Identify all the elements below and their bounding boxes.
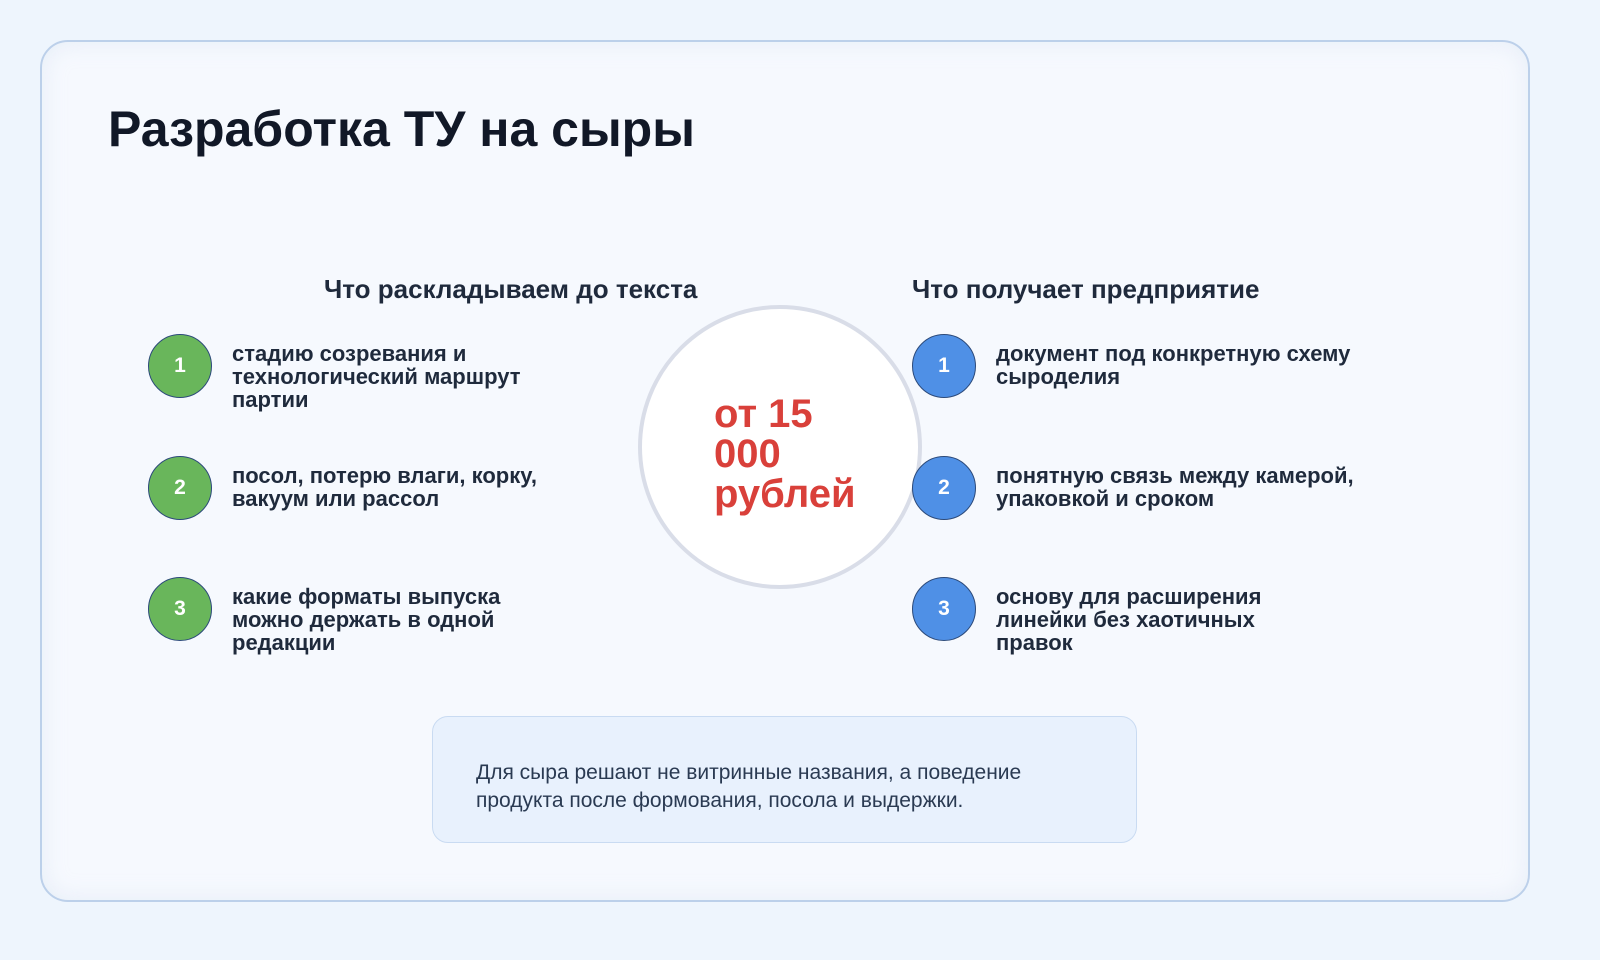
price-circle xyxy=(638,305,922,589)
step-badge: 3 xyxy=(148,577,212,641)
list-item: какие форматы выпуска можно держать в од… xyxy=(232,584,501,655)
step-badge: 1 xyxy=(148,334,212,398)
page-title: Разработка ТУ на сыры xyxy=(108,101,695,157)
note-text: Для сыра решают не витринные названия, а… xyxy=(476,761,1022,812)
note-box: Для сыра решают не витринные названия, а… xyxy=(432,716,1137,843)
list-item: основу для расширения линейки без хаотич… xyxy=(996,584,1262,655)
step-badge: 2 xyxy=(912,456,976,520)
list-item: стадию созревания и технологический марш… xyxy=(232,341,521,412)
right-column-heading: Что получает предприятие xyxy=(912,274,1260,304)
left-column-heading: Что раскладываем до текста xyxy=(324,274,698,304)
list-item: посол, потерю влаги, корку, вакуум или р… xyxy=(232,463,537,511)
step-badge: 3 xyxy=(912,577,976,641)
step-badge: 1 xyxy=(912,334,976,398)
list-item: понятную связь между камерой, упаковкой … xyxy=(996,463,1354,511)
step-badge: 2 xyxy=(148,456,212,520)
list-item: документ под конкретную схему сыроделия xyxy=(996,341,1351,389)
price-label: от 15 000 рублей xyxy=(714,392,856,516)
